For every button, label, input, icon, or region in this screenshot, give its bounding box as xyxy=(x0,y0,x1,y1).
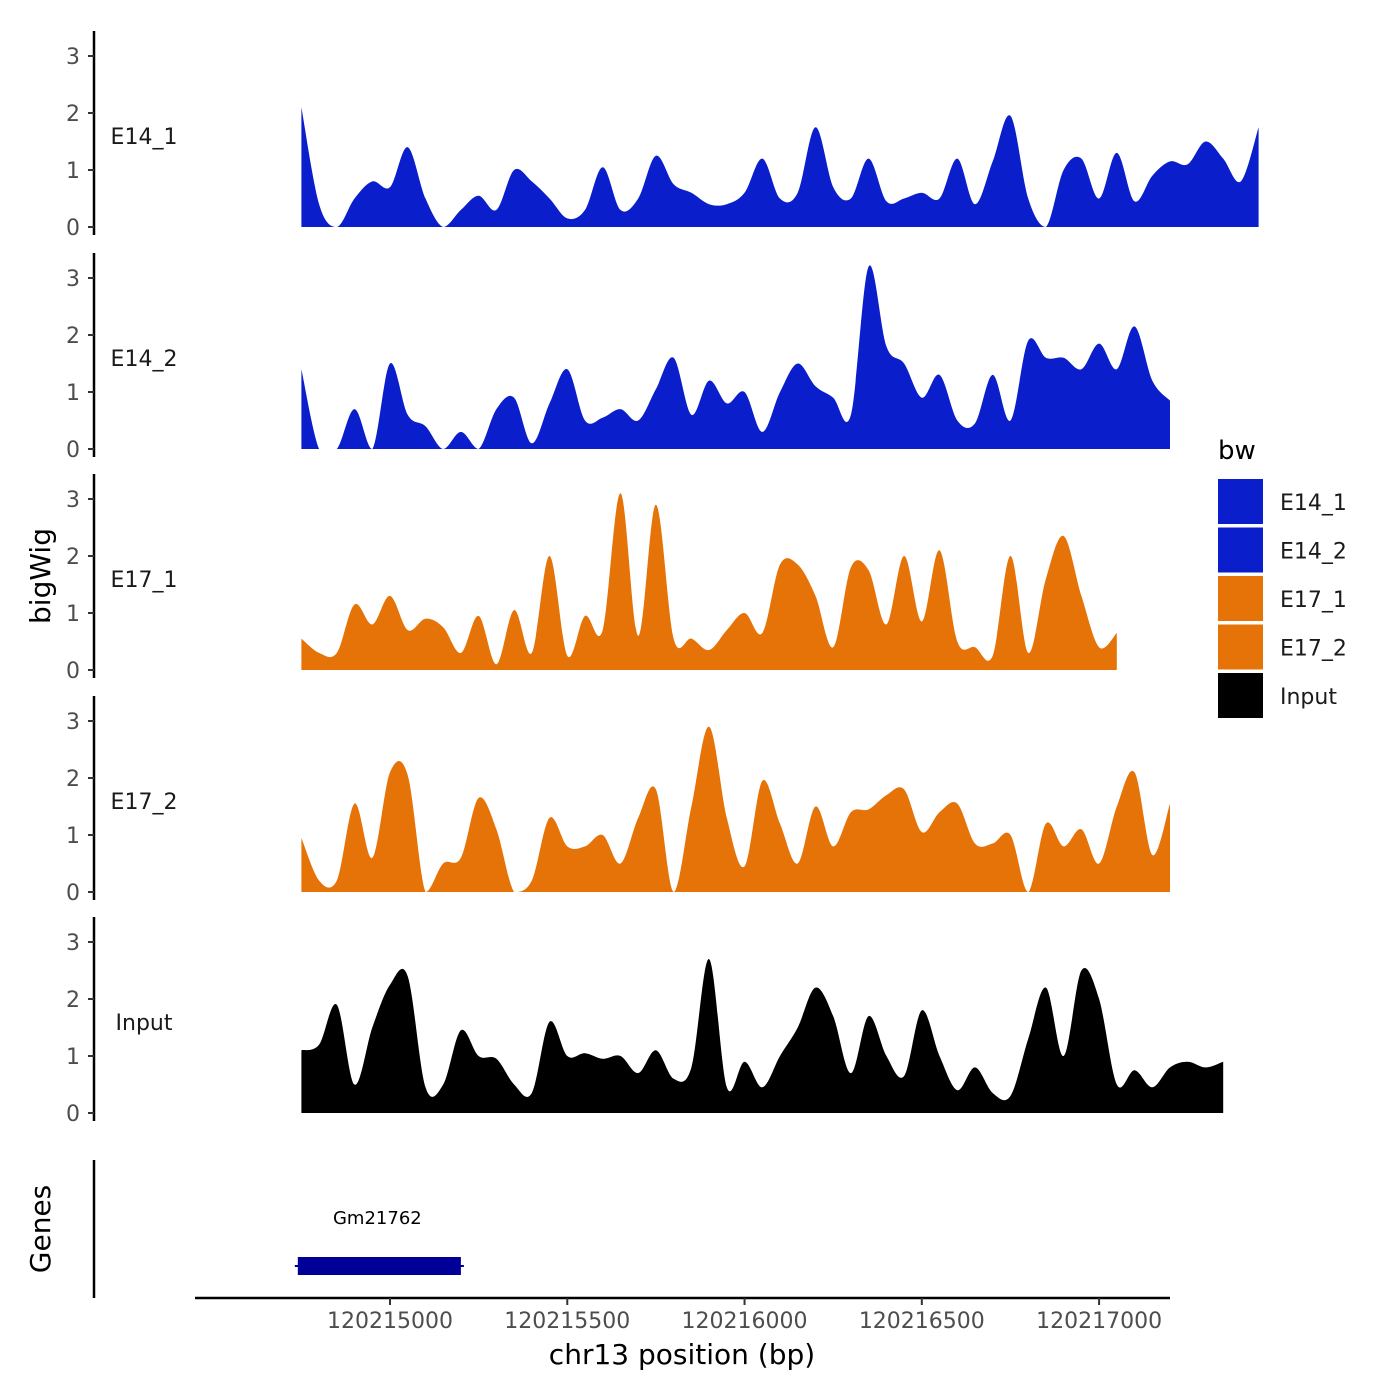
tracks: 0 1 2 3 E14_1 0 1 2 3 E14_2 0 1 2 3 E17_1 0 1 2 3 E17_2 0 1 2 3… xyxy=(66,31,1259,1127)
y-tick-label-E14_2-3: 3 xyxy=(66,267,80,292)
track-label-E17_1: E17_1 xyxy=(111,568,178,593)
area-E14_2 xyxy=(301,265,1170,449)
x-tick-label-120216000: 120216000 xyxy=(682,1309,808,1334)
track-label-Input: Input xyxy=(116,1011,173,1036)
y-tick-label-Input-0: 0 xyxy=(66,1102,80,1127)
y-tick-label-E14_2-0: 0 xyxy=(66,438,80,463)
y-tick-label-E17_1-3: 3 xyxy=(66,488,80,513)
area-E17_1 xyxy=(301,493,1117,670)
y-tick-label-E17_1-0: 0 xyxy=(66,659,80,684)
track-E17_2: 0 1 2 3 E17_2 xyxy=(66,696,1170,906)
track-E14_1: 0 1 2 3 E14_1 xyxy=(66,31,1259,241)
area-E17_2 xyxy=(301,726,1170,892)
y-tick-label-E14_1-2: 2 xyxy=(66,102,80,127)
legend-label-E17_1: E17_1 xyxy=(1280,588,1347,613)
y-tick-label-E17_2-1: 1 xyxy=(66,824,80,849)
legend-label-E17_2: E17_2 xyxy=(1280,637,1347,662)
x-tick-label-120216500: 120216500 xyxy=(859,1309,985,1334)
y-tick-label-E14_1-0: 0 xyxy=(66,216,80,241)
track-E14_2: 0 1 2 3 E14_2 xyxy=(66,253,1170,463)
legend-swatch-Input xyxy=(1218,673,1263,718)
y-tick-label-Input-1: 1 xyxy=(66,1045,80,1070)
track-label-E14_1: E14_1 xyxy=(111,125,178,150)
area-Input xyxy=(301,959,1224,1113)
y-tick-label-E17_2-2: 2 xyxy=(66,767,80,792)
x-tick-label-120217000: 120217000 xyxy=(1036,1309,1162,1334)
legend-swatch-E14_2 xyxy=(1218,527,1263,573)
x-axis-title: chr13 position (bp) xyxy=(549,1338,815,1371)
x-tick-label-120215000: 120215000 xyxy=(327,1309,453,1334)
genes-panel: Gm21762 xyxy=(92,1160,464,1298)
y-tick-label-E17_1-1: 1 xyxy=(66,602,80,627)
legend: bw E14_1 E14_2 E17_1 E17_2 Input xyxy=(1218,436,1347,718)
track-Input: 0 1 2 3 Input xyxy=(66,917,1224,1127)
y-tick-label-E14_2-1: 1 xyxy=(66,381,80,406)
track-label-E17_2: E17_2 xyxy=(111,790,178,815)
y-tick-label-E17_2-3: 3 xyxy=(66,710,80,735)
y-tick-label-E17_1-2: 2 xyxy=(66,545,80,570)
y-tick-label-Input-3: 3 xyxy=(66,931,80,956)
area-E14_1 xyxy=(301,107,1259,227)
legend-swatch-E17_1 xyxy=(1218,576,1263,621)
track-E17_1: 0 1 2 3 E17_1 xyxy=(66,474,1117,684)
legend-label-E14_1: E14_1 xyxy=(1280,491,1347,516)
x-tick-label-120215500: 120215500 xyxy=(504,1309,630,1334)
y-tick-label-E17_2-0: 0 xyxy=(66,881,80,906)
gene-label-Gm21762: Gm21762 xyxy=(333,1208,422,1229)
y-tick-label-E14_2-2: 2 xyxy=(66,324,80,349)
genes-axis-title: Genes xyxy=(24,1185,57,1273)
y-tick-label-E14_1-1: 1 xyxy=(66,159,80,184)
legend-title: bw xyxy=(1218,436,1256,466)
y-tick-label-Input-2: 2 xyxy=(66,988,80,1013)
legend-label-Input: Input xyxy=(1280,685,1337,710)
legend-label-E14_2: E14_2 xyxy=(1280,540,1347,565)
legend-swatch-E14_1 xyxy=(1218,479,1263,524)
x-axis: 120215000 120215500 120216000 120216500 1202… xyxy=(195,1296,1170,1334)
legend-swatch-E17_2 xyxy=(1218,624,1263,670)
y-tick-label-E14_1-3: 3 xyxy=(66,45,80,70)
track-label-E14_2: E14_2 xyxy=(111,347,178,372)
y-axis-title: bigWig xyxy=(24,528,57,624)
